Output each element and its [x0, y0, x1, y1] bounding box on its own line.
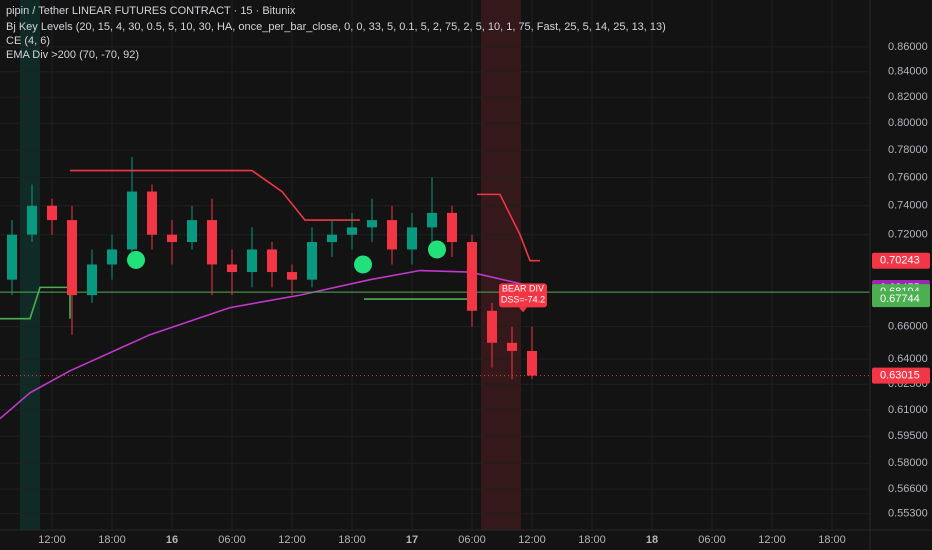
y-tick-label: 0.66000	[888, 321, 928, 333]
y-tick-label: 0.82000	[888, 91, 928, 103]
candle-body	[447, 212, 457, 243]
x-tick-label: 06:00	[698, 534, 726, 546]
y-tick-label: 0.84000	[888, 66, 928, 78]
y-tick-label: 0.78000	[888, 144, 928, 156]
chart-title: pipin / Tether LINEAR FUTURES CONTRACT ·…	[6, 5, 296, 17]
candle-body	[487, 310, 497, 343]
candle-body	[167, 234, 177, 243]
shaded-region	[481, 0, 521, 530]
indicator-line	[70, 169, 540, 262]
indicator-line	[0, 286, 71, 320]
candle-body	[327, 234, 337, 243]
candle-body	[107, 249, 117, 265]
candle-body	[307, 242, 317, 280]
x-tick-label: 18:00	[98, 534, 126, 546]
x-tick-label: 12:00	[758, 534, 786, 546]
candle-body	[407, 227, 417, 250]
x-tick-label: 17	[406, 534, 418, 546]
candle-body	[27, 205, 37, 235]
x-tick-label: 18	[646, 534, 658, 546]
y-tick-label: 0.86000	[888, 41, 928, 53]
plot-area	[0, 0, 870, 530]
annotation-pointer	[519, 307, 527, 313]
x-tick-label: 16	[166, 534, 178, 546]
indicator-label: Bj Key Levels (20, 15, 4, 30, 0.5, 5, 10…	[6, 21, 666, 33]
y-tick-label: 0.80000	[888, 117, 928, 129]
y-tick-label: 0.76000	[888, 171, 928, 183]
price-label: 0.63015	[880, 369, 920, 381]
signal-marker	[354, 255, 372, 274]
price-label: 0.67744	[880, 293, 920, 305]
candle-body	[387, 220, 397, 250]
candle-body	[147, 191, 157, 235]
indicator-label: EMA Div >200 (70, -70, 92)	[6, 49, 139, 61]
indicator-label: CE (4, 6)	[6, 35, 50, 47]
x-tick-label: 12:00	[278, 534, 306, 546]
x-tick-label: 06:00	[458, 534, 486, 546]
annotation-text: DSS=-74.2	[501, 295, 545, 305]
candle-body	[267, 249, 277, 273]
y-tick-label: 0.72000	[888, 229, 928, 241]
y-tick-label: 0.64000	[888, 353, 928, 365]
candle-body	[7, 234, 17, 280]
candle-body	[227, 264, 237, 273]
candle-body	[207, 220, 217, 265]
annotation-text: BEAR DIV	[502, 284, 544, 294]
x-tick-label: 18:00	[818, 534, 846, 546]
x-tick-label: 18:00	[338, 534, 366, 546]
y-tick-label: 0.58000	[888, 457, 928, 469]
candle-body	[47, 205, 57, 221]
candle-body	[247, 249, 257, 273]
y-tick-label: 0.74000	[888, 200, 928, 212]
candle-body	[527, 350, 537, 376]
price-label-box	[872, 252, 930, 269]
candle-body	[367, 220, 377, 228]
candle-body	[127, 191, 137, 250]
candle-body	[187, 220, 197, 243]
y-tick-label: 0.61000	[888, 404, 928, 416]
candle-body	[87, 264, 97, 296]
x-tick-label: 18:00	[578, 534, 606, 546]
price-label-box	[872, 291, 930, 308]
y-tick-label: 0.59500	[888, 430, 928, 442]
y-tick-label: 0.56600	[888, 483, 928, 495]
signal-marker	[127, 250, 145, 269]
candle-body	[467, 242, 477, 311]
signal-marker	[428, 240, 446, 259]
candle-body	[347, 227, 357, 235]
y-tick-label: 0.55300	[888, 508, 928, 520]
x-tick-label: 06:00	[218, 534, 246, 546]
candle-body	[507, 342, 517, 351]
shaded-region	[20, 0, 40, 530]
indicator-line	[0, 269, 541, 420]
candle-body	[67, 220, 77, 296]
price-label: 0.70243	[880, 255, 920, 267]
x-tick-label: 12:00	[518, 534, 546, 546]
candle-body	[427, 212, 437, 228]
price-label-box	[872, 367, 930, 384]
annotation-box	[499, 283, 547, 308]
candle-body	[287, 272, 297, 280]
x-tick-label: 12:00	[38, 534, 66, 546]
